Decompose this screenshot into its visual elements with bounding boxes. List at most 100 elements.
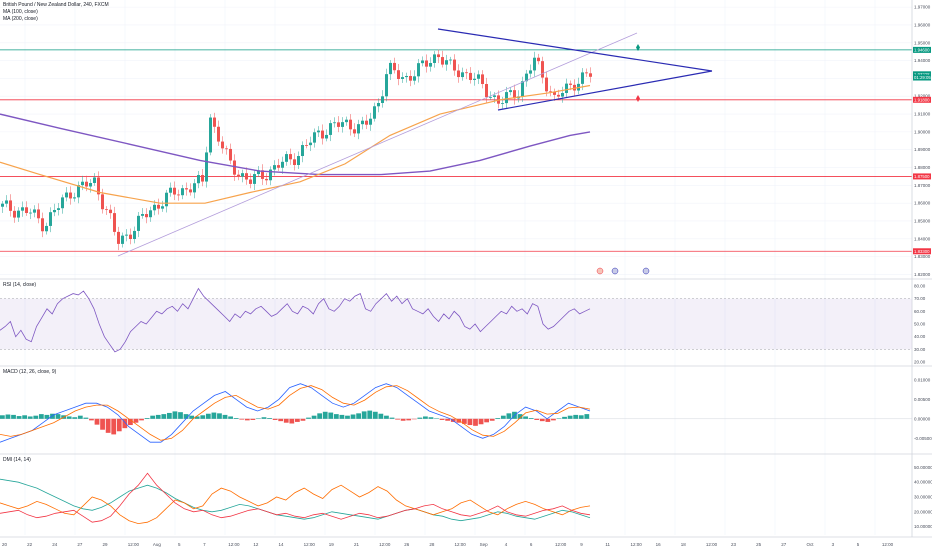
candle-body xyxy=(145,214,148,218)
flag-event-icon[interactable] xyxy=(611,267,619,275)
candle-body xyxy=(377,102,380,107)
macd-hist-bar xyxy=(161,414,167,419)
macd-hist-bar xyxy=(50,413,55,419)
price-pane[interactable] xyxy=(0,28,912,275)
macd-legend[interactable]: MACD (12, 26, close, 9) xyxy=(3,369,57,375)
event-icons[interactable] xyxy=(596,267,650,275)
price-tag-bg-5 xyxy=(913,248,931,255)
candle-body xyxy=(177,194,180,196)
rsi-line xyxy=(0,287,591,353)
price-axis[interactable]: 1.970001.960001.950001.940001.930001.920… xyxy=(914,5,931,277)
candle-body xyxy=(585,72,588,74)
macd-hist-bar xyxy=(356,413,361,419)
candle-body xyxy=(317,130,320,133)
macd-hist-bar xyxy=(83,417,89,419)
dmi-pane[interactable] xyxy=(0,472,591,525)
price-tick-label: 1.83000 xyxy=(914,254,931,259)
macd-hist-bar xyxy=(27,416,33,419)
flag-event-icon-2[interactable] xyxy=(642,267,650,275)
ma100-legend[interactable]: MA (100, close) xyxy=(3,9,38,15)
macd-hist-bar xyxy=(556,418,562,419)
candle-body xyxy=(261,170,264,179)
time-tick-label: 12:00 xyxy=(555,542,567,547)
candle-body xyxy=(237,174,240,177)
candle-body xyxy=(197,175,200,184)
macd-hist-bar xyxy=(233,418,239,419)
candle-body xyxy=(77,185,80,198)
candle-body xyxy=(101,194,104,210)
dmi-tick-label: 10.00000 xyxy=(914,524,932,529)
time-tick-label: 5 xyxy=(857,542,860,547)
candle-body xyxy=(89,182,92,187)
rsi-axis[interactable]: 80.00 70.00 60.00 50.00 40.00 30.00 20.00 xyxy=(914,284,926,365)
macd-hist-bar xyxy=(278,418,284,422)
rsi-tick-label: 60.00 xyxy=(914,309,926,314)
candle-body xyxy=(397,70,400,79)
macd-hist-bar xyxy=(461,418,467,424)
candle-body xyxy=(265,178,268,181)
macd-hist-bar xyxy=(11,414,16,419)
macd-hist-bar xyxy=(467,418,473,426)
dmi-legend[interactable]: DMI (14, 14) xyxy=(3,457,31,463)
time-tick-label: Oct xyxy=(806,542,814,547)
candle-body xyxy=(5,200,8,204)
rsi-pane[interactable] xyxy=(0,287,912,353)
macd-axis[interactable]: 0.01000 0.00500 0.00000 -0.00500 xyxy=(914,377,932,441)
candle-body xyxy=(293,159,296,166)
ma200-legend[interactable]: MA (200, close) xyxy=(3,16,38,22)
pane-separators[interactable] xyxy=(0,0,932,538)
time-tick-label: 18 xyxy=(681,542,687,547)
rsi-legend[interactable]: RSI (14, close) xyxy=(3,282,37,288)
candle-body xyxy=(509,90,512,93)
macd-hist-bar xyxy=(528,418,534,419)
macd-hist-bar xyxy=(428,417,434,419)
macd-hist-bar xyxy=(545,418,551,422)
macd-hist-bar xyxy=(300,418,306,421)
macd-hist-bar xyxy=(411,418,417,420)
candle-body xyxy=(109,209,112,214)
dmi-axis[interactable]: 50.00000 40.00000 30.00000 20.00000 10.00000 xyxy=(914,465,932,529)
candle-body xyxy=(105,209,108,211)
macd-pane[interactable] xyxy=(0,383,912,443)
trendline-support[interactable] xyxy=(117,32,638,257)
horizontal-levels[interactable] xyxy=(0,49,912,252)
time-tick-label: 19 xyxy=(329,542,335,547)
macd-hist-bar xyxy=(434,418,439,419)
candle-body xyxy=(449,59,452,61)
macd-hist-bar xyxy=(267,418,272,419)
candle-body xyxy=(525,73,528,82)
time-tick-label: 3 xyxy=(832,542,835,547)
time-tick-label: 28 xyxy=(429,542,435,547)
macd-hist-bar xyxy=(423,416,428,419)
candle-body xyxy=(53,209,56,213)
macd-hist-bar xyxy=(194,416,200,419)
candle-body xyxy=(121,235,124,244)
symbol-title[interactable]: British Pound / New Zealand Dollar, 240,… xyxy=(3,2,109,8)
candle-body xyxy=(533,57,536,71)
calendar-event-icon[interactable] xyxy=(596,267,604,275)
candle-body xyxy=(113,213,116,232)
macd-hist-bar xyxy=(384,415,389,419)
candle-body xyxy=(141,214,144,216)
time-tick-label: 4 xyxy=(505,542,508,547)
macd-hist-bar xyxy=(155,414,161,419)
candle-body xyxy=(485,84,488,98)
candle-body xyxy=(1,203,4,207)
macd-hist-bar xyxy=(89,418,94,421)
macd-hist-bar xyxy=(395,418,400,420)
candle-body xyxy=(329,123,332,135)
macd-hist-bar xyxy=(378,413,384,419)
candle-body xyxy=(393,62,396,71)
candle-body xyxy=(181,188,184,196)
price-tag-label-3: 1.91800 xyxy=(914,97,930,102)
dmi-tick-label: 40.00000 xyxy=(914,480,932,485)
candle-body xyxy=(581,72,584,84)
time-axis[interactable]: 20 22 24 27 29 12:00 Aug 5 7 12:00 12 14 12:00 19 21 12… xyxy=(2,542,894,547)
time-tick-label: 6 xyxy=(530,542,533,547)
price-tick-label: 1.87000 xyxy=(914,183,931,188)
macd-hist-bar xyxy=(283,418,289,423)
triangle-lower-line[interactable] xyxy=(497,70,713,111)
triangle-upper-line[interactable] xyxy=(437,28,713,72)
macd-hist-bar xyxy=(439,418,445,420)
